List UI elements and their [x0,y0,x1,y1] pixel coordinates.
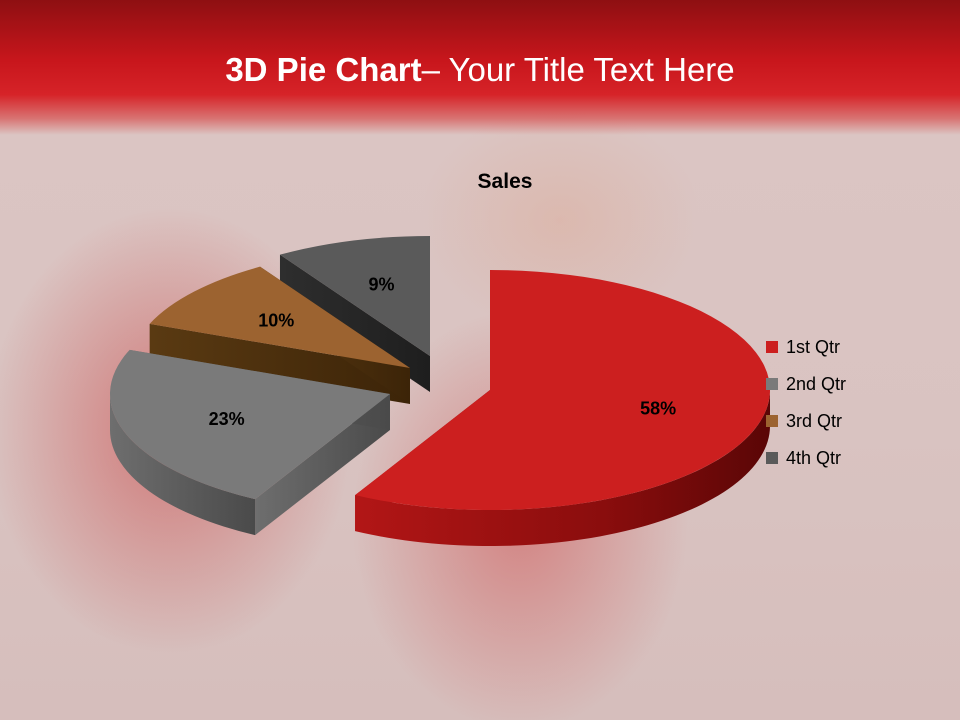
legend-item-1: 1st Qtr [766,337,840,357]
legend-swatch [766,378,778,390]
legend-label: 2nd Qtr [786,374,846,394]
pie-slice-2: 23% [109,349,390,536]
legend-swatch [766,452,778,464]
legend-item-3: 3rd Qtr [766,411,842,431]
data-label-2: 23% [209,409,245,429]
slide-title-rest: – Your Title Text Here [421,51,735,88]
pie-slice-1: 58% [355,270,770,546]
legend-label: 3rd Qtr [786,411,842,431]
data-label-4: 9% [369,275,395,295]
chart-title: Sales [478,170,533,193]
legend-label: 1st Qtr [786,337,840,357]
title-banner [0,0,960,135]
legend-swatch [766,415,778,427]
data-label-1: 58% [640,399,676,419]
legend-label: 4th Qtr [786,448,841,468]
data-label-3: 10% [258,311,294,331]
legend-item-2: 2nd Qtr [766,374,846,394]
pie-slice-3: 10% [149,266,410,404]
slide-title-bold: 3D Pie Chart [225,51,422,88]
slide-title: 3D Pie Chart– Your Title Text Here [0,48,960,92]
legend-swatch [766,341,778,353]
legend-item-4: 4th Qtr [766,448,841,468]
